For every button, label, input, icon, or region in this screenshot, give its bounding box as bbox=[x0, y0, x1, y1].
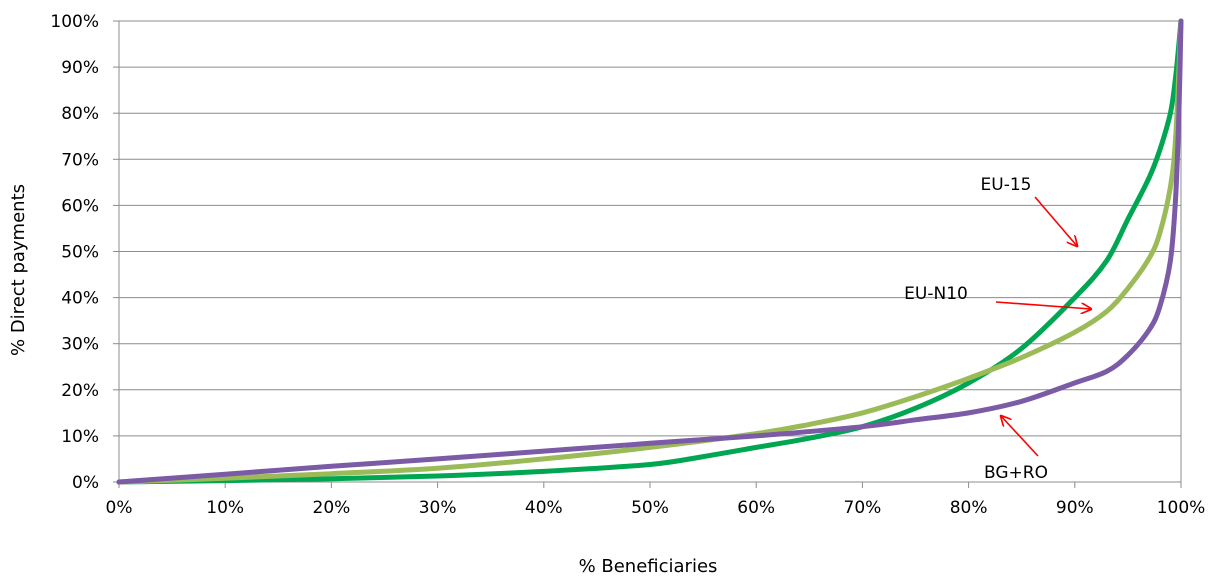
x-tick-label: 80% bbox=[950, 498, 988, 518]
x-axis-title: % Beneficiaries bbox=[579, 556, 718, 577]
annotation-arrow-bg-ro bbox=[1001, 416, 1039, 457]
y-tick-label: 90% bbox=[61, 58, 99, 78]
series-line-eu-n10 bbox=[116, 18, 1184, 485]
x-tick-label: 10% bbox=[206, 498, 244, 518]
annotation-label-eu-15: EU-15 bbox=[981, 175, 1032, 195]
y-tick-label: 0% bbox=[72, 473, 99, 493]
y-axis-title: % Direct payments bbox=[8, 184, 29, 356]
x-tick-label: 30% bbox=[419, 498, 457, 518]
y-tick-label: 60% bbox=[61, 196, 99, 216]
annotations: EU-15 EU-N10 BG+RO bbox=[904, 175, 1091, 483]
series-line-bg-ro bbox=[116, 18, 1184, 485]
y-tick-label: 80% bbox=[61, 104, 99, 124]
series-lines bbox=[116, 18, 1184, 485]
y-tick-label: 40% bbox=[61, 289, 99, 309]
x-tick-label: 60% bbox=[737, 498, 775, 518]
gridlines bbox=[119, 20, 1181, 483]
x-tick-label: 20% bbox=[313, 498, 351, 518]
annotation-label-eu-n10: EU-N10 bbox=[904, 284, 968, 304]
annotation-arrow-eu-n10 bbox=[995, 301, 1091, 309]
x-tick-label: 50% bbox=[631, 498, 669, 518]
y-tick-label: 20% bbox=[61, 381, 99, 401]
y-axis-ticks: 0% 10% 20% 30% 40% 50% 60% 70% 80% 90% 100% bbox=[50, 12, 119, 493]
y-tick-label: 30% bbox=[61, 335, 99, 355]
y-tick-label: 10% bbox=[61, 427, 99, 447]
x-tick-label: 100% bbox=[1157, 498, 1206, 518]
y-tick-label: 100% bbox=[50, 12, 99, 32]
y-tick-label: 50% bbox=[61, 243, 99, 263]
x-axis-ticks: 0% 10% 20% 30% 40% 50% 60% 70% 80% 90% 100% bbox=[106, 482, 1206, 518]
y-tick-label: 70% bbox=[61, 150, 99, 170]
x-tick-label: 40% bbox=[525, 498, 563, 518]
x-tick-label: 90% bbox=[1056, 498, 1094, 518]
x-tick-label: 70% bbox=[844, 498, 882, 518]
annotation-arrow-eu-15 bbox=[1034, 196, 1077, 246]
annotation-label-bg-ro: BG+RO bbox=[984, 463, 1048, 483]
x-tick-label: 0% bbox=[106, 498, 133, 518]
